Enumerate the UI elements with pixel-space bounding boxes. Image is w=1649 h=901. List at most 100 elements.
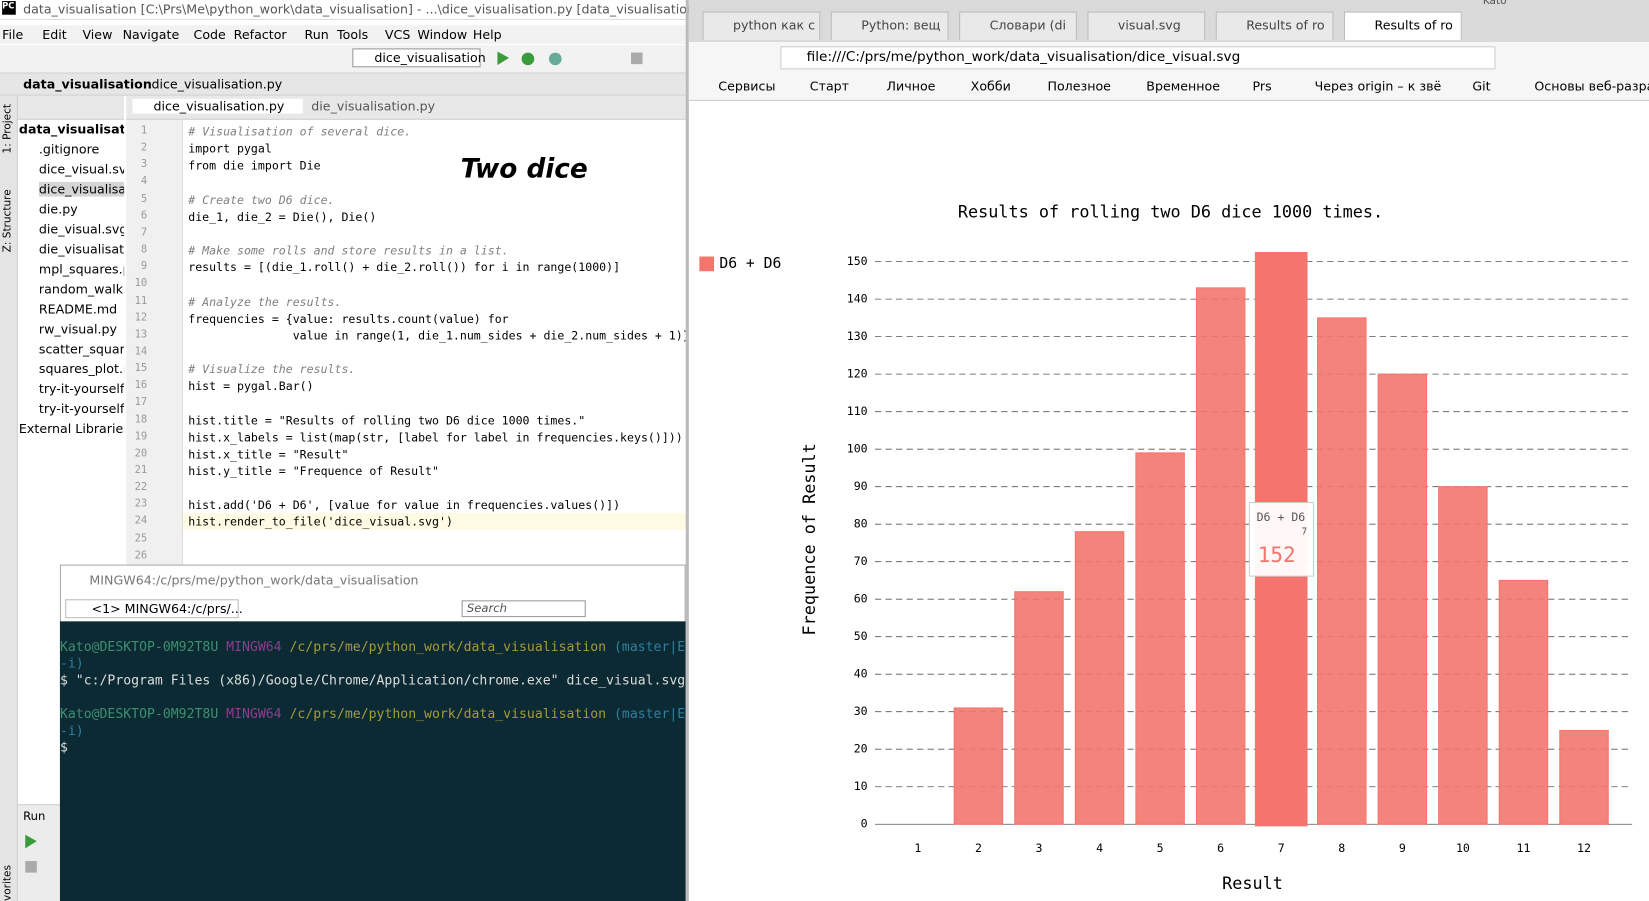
y-tick-label: 30 (854, 704, 868, 718)
browser-tab[interactable]: Python: вещ (830, 11, 949, 40)
code-line: # Make some rolls and store results in a… (188, 243, 509, 258)
code-line: # Analyze the results. (188, 294, 342, 309)
tree-item[interactable]: dice_visual.svg (38, 161, 124, 177)
tree-item[interactable]: random_walk.py (38, 281, 124, 297)
address-bar[interactable]: file:///C:/prs/me/python_work/data_visua… (780, 46, 1496, 70)
y-tick-label: 70 (854, 554, 868, 568)
bar (1438, 486, 1488, 825)
menu-item[interactable]: VCS (384, 27, 411, 43)
line-number: 16 (134, 379, 148, 392)
tree-item[interactable]: mpl_squares.py (38, 261, 124, 277)
tree-item[interactable]: README.md (38, 301, 118, 317)
x-tick-label: 7 (1278, 841, 1285, 855)
menu-item[interactable]: Code (193, 27, 226, 43)
menu-item[interactable]: Help (472, 27, 502, 43)
browser-tab[interactable]: Results of ro (1344, 11, 1462, 40)
line-number: 23 (134, 498, 148, 511)
browser-tab[interactable]: Results of ro (1215, 11, 1334, 40)
terminal-line: Kato@DESKTOP-0M92T8U MINGW64 /c/prs/me/p… (60, 638, 686, 672)
y-tick-label: 100 (847, 442, 868, 456)
menu-item[interactable]: Window (417, 27, 468, 43)
side-tab[interactable]: 1: Project (2, 103, 14, 154)
menu-item[interactable]: Refactor (233, 27, 287, 43)
menu-item[interactable]: Navigate (122, 27, 180, 43)
code-line: from die import Die (188, 159, 321, 173)
menu-item[interactable]: File (2, 27, 24, 43)
tree-item[interactable]: squares_plot.png (38, 361, 124, 377)
bookmark[interactable]: Хобби (970, 78, 1011, 94)
menu-item[interactable]: Run (304, 27, 329, 43)
terminal-tab[interactable]: <1> MINGW64:/c/prs/... (65, 599, 243, 619)
browser-tab[interactable]: python как с (702, 11, 821, 40)
x-tick-label: 9 (1399, 841, 1406, 855)
code-line: frequencies = {value: results.count(valu… (188, 311, 509, 326)
line-number: 20 (134, 447, 148, 460)
tree-item[interactable]: die.py (38, 201, 78, 217)
tree-item[interactable]: data_visualisation (18, 121, 124, 137)
code-line: value in range(1, die_1.num_sides + die_… (188, 328, 686, 343)
breadcrumb[interactable]: data_visualisation (23, 76, 152, 92)
current-line (182, 513, 686, 531)
bookmark[interactable]: Личное (886, 78, 936, 94)
editor-tabs: dice_visualisation.py die_visualisation.p… (126, 95, 686, 120)
tree-item[interactable]: scatter_squares.p (38, 341, 125, 357)
gutter: 1 2 3 4 5 6 7 8 9 10 11 12 13 14 15 16 17 18 19 20 21 22 23 24 2… (126, 119, 183, 565)
tree-item[interactable]: try-it-yourself15- (38, 381, 125, 397)
browser-tabstrip: python как с Python: вещ Словари (di visual… (688, 0, 1649, 43)
tree-item[interactable]: die_visual.svg (38, 221, 125, 237)
x-tick-label: 1 (914, 841, 921, 855)
menu-item[interactable]: Edit (42, 27, 67, 43)
run-icons (25, 834, 37, 873)
line-number: 12 (134, 311, 148, 324)
bookmark[interactable]: Prs (1252, 78, 1272, 94)
browser-tab[interactable]: visual.svg (1087, 11, 1206, 40)
side-tab[interactable]: vorites (2, 865, 14, 901)
menu-item[interactable]: Tools (337, 27, 369, 43)
line-number: 22 (134, 481, 148, 494)
terminal-line: $ "c:/Program Files (x86)/Google/Chrome/… (60, 672, 686, 689)
run-tab[interactable]: Run (23, 809, 46, 824)
menu-item[interactable]: View (82, 27, 113, 43)
bookmark[interactable]: Git (1472, 78, 1491, 94)
tree-item[interactable]: rw_visual.py (38, 321, 118, 337)
code-line: hist.render_to_file('dice_visual.svg') (188, 515, 453, 530)
terminal-search[interactable]: Search (461, 600, 586, 618)
bookmark[interactable]: Сервисы (718, 78, 776, 94)
line-number: 25 (134, 532, 148, 545)
bar (1559, 729, 1609, 825)
line-number: 24 (134, 515, 148, 528)
y-tick-label: 110 (847, 404, 868, 418)
y-tick-label: 0 (861, 817, 868, 831)
tree-item[interactable]: External Libraries (18, 421, 125, 437)
prompt-path: /c/prs/me/python_work/data_visualisation (289, 705, 607, 722)
bookmark[interactable]: Через origin – к звё (1314, 78, 1442, 94)
bookmark[interactable]: Основы веб-разраб (1534, 78, 1649, 94)
line-number: 5 (140, 193, 148, 205)
browser-tab[interactable]: Словари (di (959, 11, 1077, 40)
breadcrumb[interactable]: dice_visualisation.py (151, 76, 283, 92)
side-tab[interactable]: Z: Structure (2, 189, 14, 253)
line-number: 4 (140, 176, 148, 188)
tree-item[interactable]: die_visualisation (38, 241, 125, 257)
app-icon: PC (2, 1, 16, 15)
tree-item[interactable]: dice_visualisation (38, 181, 125, 197)
tree-item[interactable]: .gitignore (38, 141, 100, 157)
tree-item[interactable]: try-it-yourself15- (38, 401, 125, 417)
line-number: 2 (140, 142, 148, 154)
prompt-user: Kato@DESKTOP-0M92T8U (59, 705, 219, 722)
line-number: 18 (134, 413, 148, 426)
bookmark[interactable]: Старт (809, 78, 850, 94)
chart: Results of rolling two D6 dice 1000 time… (699, 201, 1633, 893)
terminal-line: $ (60, 739, 686, 756)
toolbar (0, 45, 686, 74)
editor: # Visualisation of several dice. import p… (182, 119, 686, 565)
run-config[interactable]: dice_visualisation (352, 48, 486, 68)
prompt-shell: MINGW64 (226, 638, 282, 654)
editor-tab[interactable]: die_visualisation.py (311, 98, 436, 114)
y-tick-label: 140 (847, 292, 868, 306)
bookmark[interactable]: Временное (1146, 78, 1221, 94)
editor-tab[interactable]: dice_visualisation.py (132, 98, 304, 114)
bookmark[interactable]: Полезное (1047, 78, 1111, 94)
